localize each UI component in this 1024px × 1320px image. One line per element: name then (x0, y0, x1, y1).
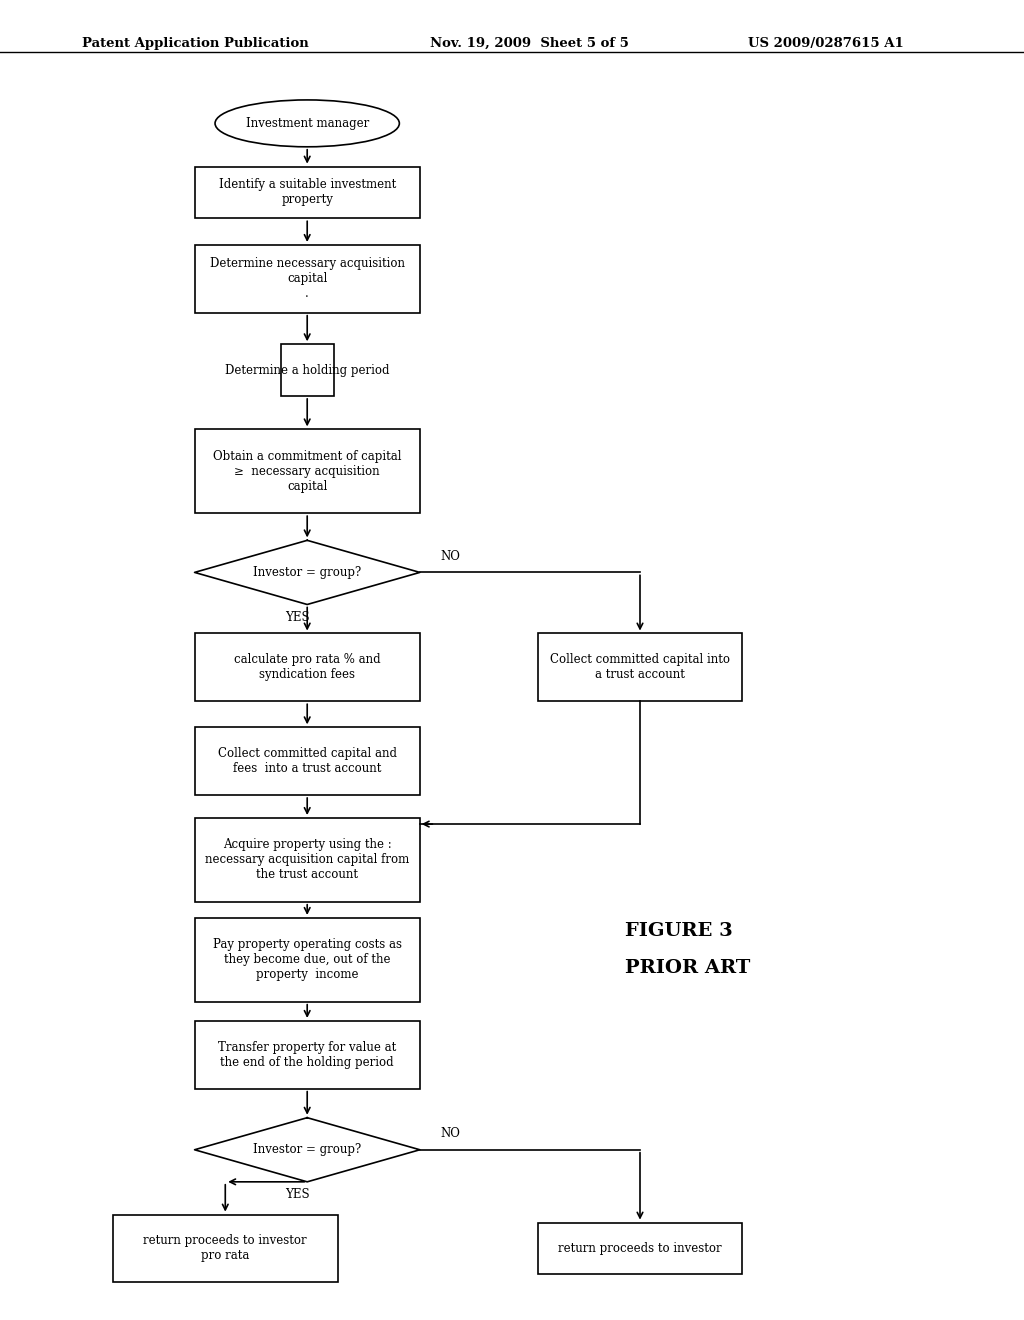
Text: Collect committed capital into
a trust account: Collect committed capital into a trust a… (550, 653, 730, 681)
Text: PRIOR ART: PRIOR ART (625, 960, 750, 977)
Text: calculate pro rata % and
syndication fees: calculate pro rata % and syndication fee… (233, 653, 381, 681)
Text: Obtain a commitment of capital
≥  necessary acquisition
capital: Obtain a commitment of capital ≥ necessa… (213, 450, 401, 492)
Text: NO: NO (440, 1127, 460, 1140)
Text: Determine necessary acquisition
capital
.: Determine necessary acquisition capital … (210, 257, 404, 301)
Text: Nov. 19, 2009  Sheet 5 of 5: Nov. 19, 2009 Sheet 5 of 5 (430, 37, 629, 50)
Text: YES: YES (285, 611, 309, 623)
Text: return proceeds to investor
pro rata: return proceeds to investor pro rata (143, 1234, 307, 1262)
Text: Patent Application Publication: Patent Application Publication (82, 37, 308, 50)
Text: Collect committed capital and
fees  into a trust account: Collect committed capital and fees into … (218, 747, 396, 775)
Text: Investor = group?: Investor = group? (253, 566, 361, 579)
Text: Identify a suitable investment
property: Identify a suitable investment property (218, 178, 396, 206)
Text: Determine a holding period: Determine a holding period (225, 363, 389, 376)
Text: Pay property operating costs as
they become due, out of the
property  income: Pay property operating costs as they bec… (213, 939, 401, 981)
Text: NO: NO (440, 549, 460, 562)
Text: US 2009/0287615 A1: US 2009/0287615 A1 (748, 37, 903, 50)
Text: Acquire property using the :
necessary acquisition capital from
the trust accoun: Acquire property using the : necessary a… (205, 838, 410, 882)
Text: Investor = group?: Investor = group? (253, 1143, 361, 1156)
Text: YES: YES (285, 1188, 309, 1201)
Text: Transfer property for value at
the end of the holding period: Transfer property for value at the end o… (218, 1040, 396, 1069)
Text: FIGURE 3: FIGURE 3 (625, 923, 732, 940)
Text: Investment manager: Investment manager (246, 117, 369, 129)
Text: return proceeds to investor: return proceeds to investor (558, 1242, 722, 1255)
